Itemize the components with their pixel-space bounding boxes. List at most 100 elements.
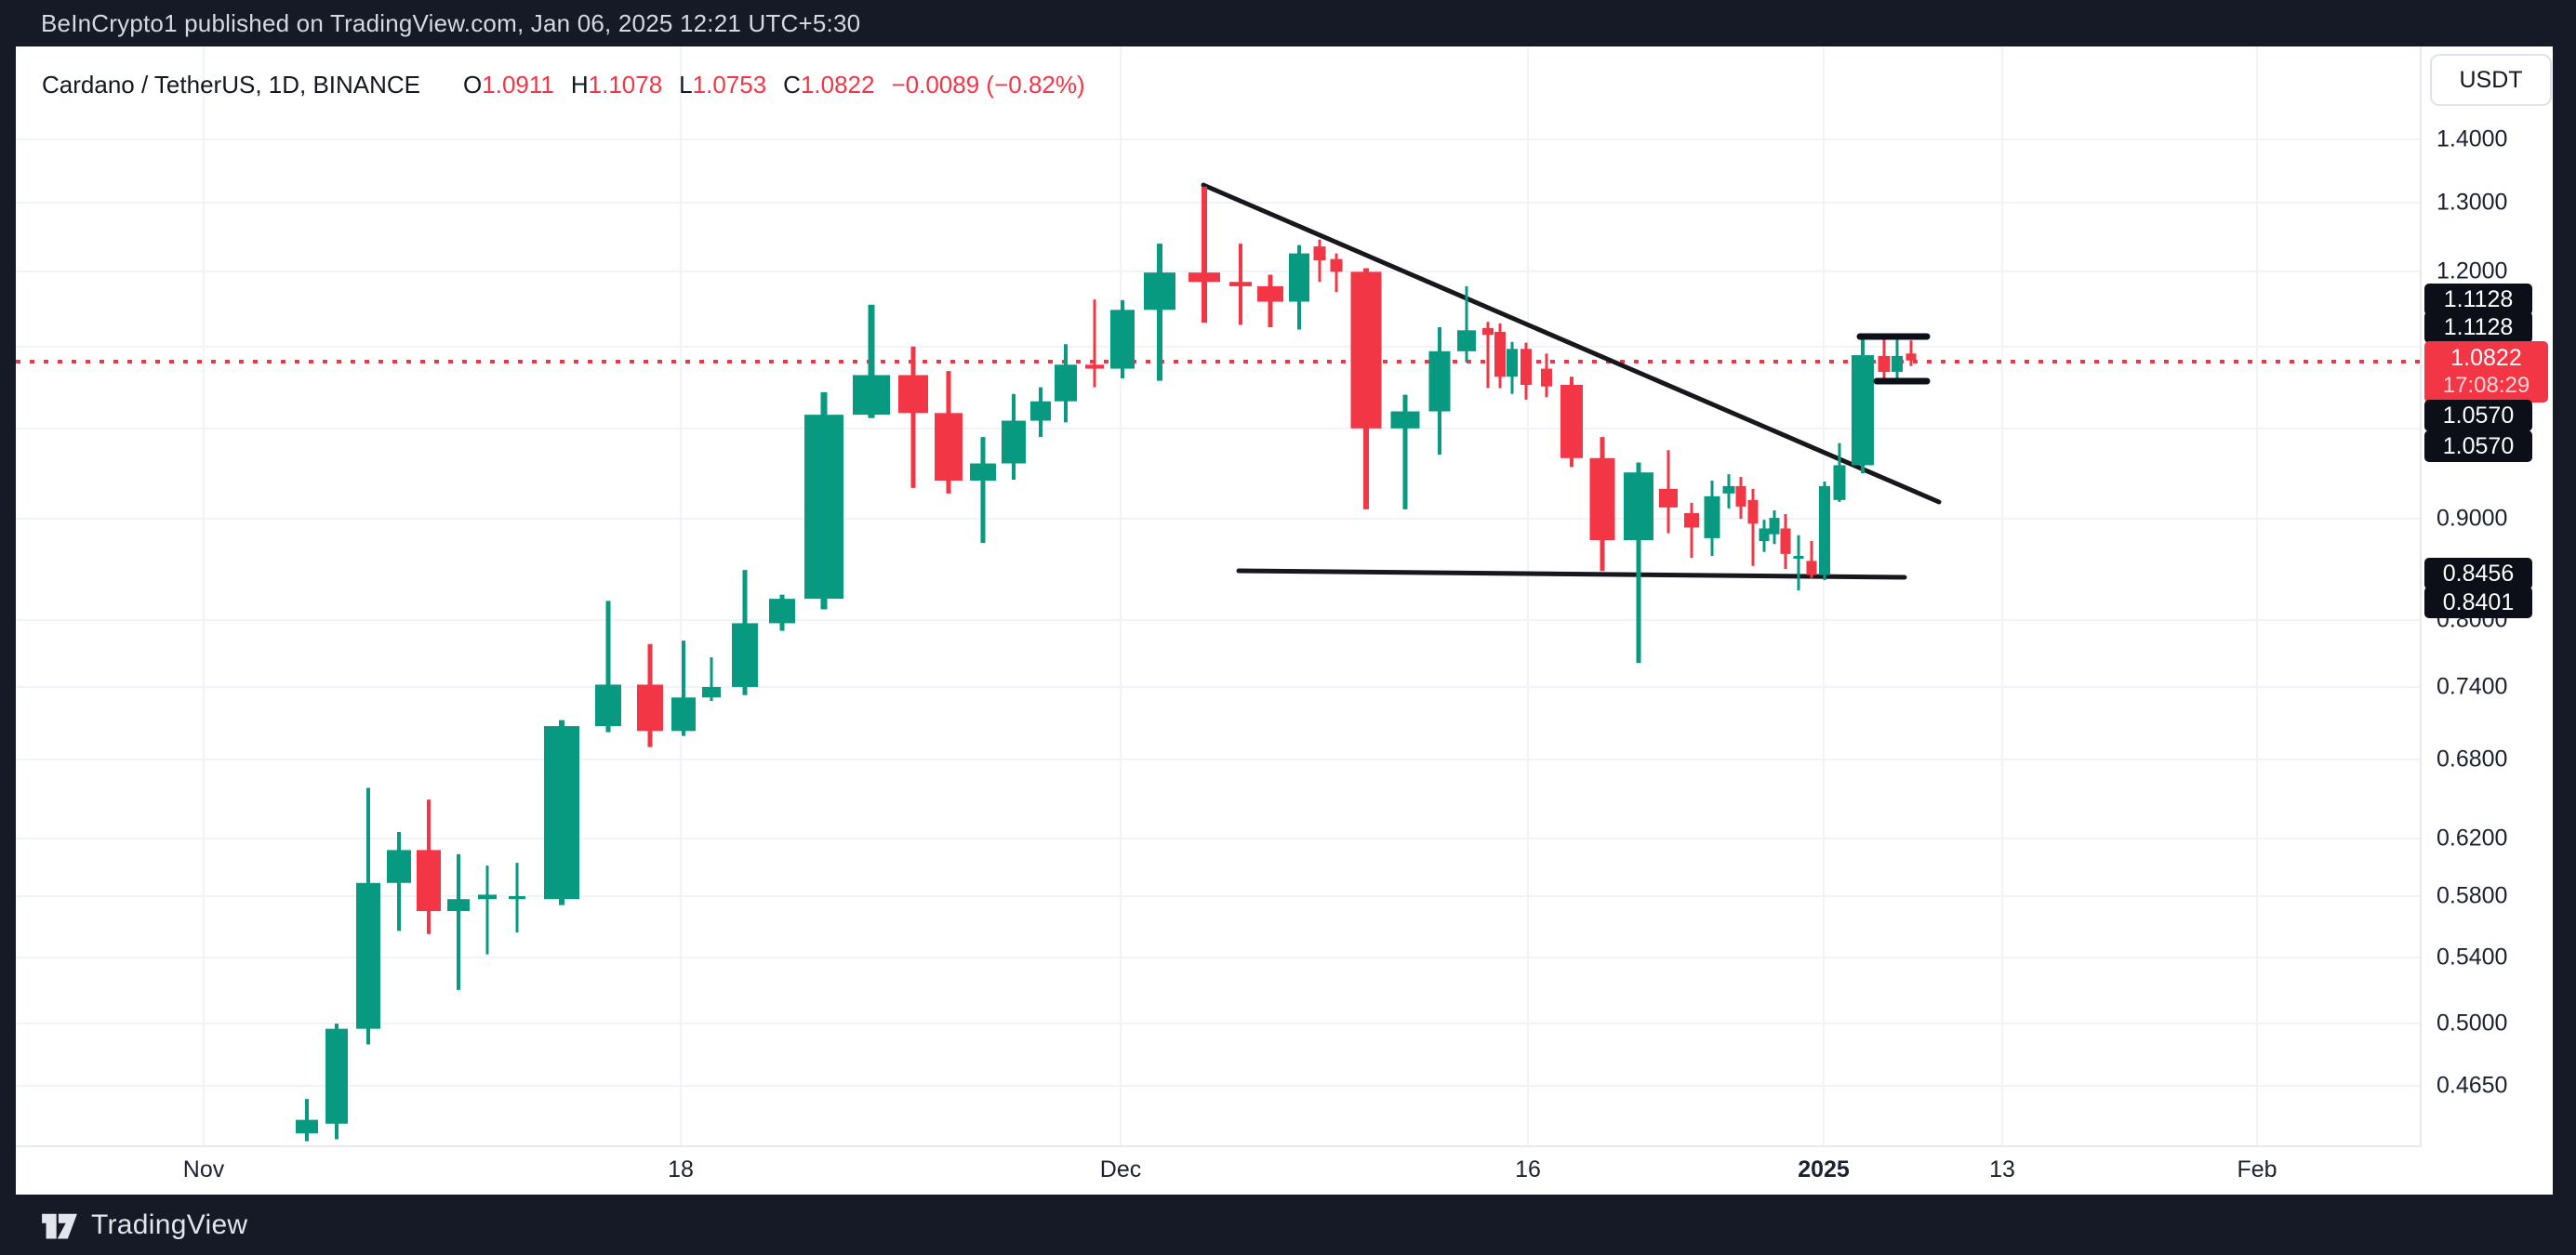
time-axis[interactable]: Nov 18 Dec 16 2025 13 Feb xyxy=(16,1145,2422,1196)
level-price-badge: 1.1128 xyxy=(2424,284,2532,315)
candle[interactable] xyxy=(1229,282,1252,286)
candle[interactable] xyxy=(1055,364,1077,402)
candle[interactable] xyxy=(1110,310,1135,369)
chart-panel: Cardano / TetherUS, 1D, BINANCE O1.0911 H1… xyxy=(16,46,2553,1195)
candle[interactable] xyxy=(1589,457,1615,541)
candle[interactable] xyxy=(1806,561,1817,575)
level-price-badge: 1.0570 xyxy=(2424,430,2532,462)
candle[interactable] xyxy=(1507,349,1518,377)
price-tick-label: 1.4000 xyxy=(2437,126,2508,152)
candle[interactable] xyxy=(970,463,996,481)
last-price-badge: 1.0822 17:08:29 xyxy=(2424,341,2548,403)
candle[interactable] xyxy=(387,850,411,883)
candle[interactable] xyxy=(1350,271,1382,429)
candle[interactable] xyxy=(1684,513,1699,528)
time-tick-label: 18 xyxy=(668,1156,694,1182)
candle[interactable] xyxy=(1722,485,1735,494)
time-tick-label: Dec xyxy=(1099,1156,1142,1182)
candle[interactable] xyxy=(1188,272,1220,283)
price-tick-label: 0.6200 xyxy=(2437,825,2508,852)
candle[interactable] xyxy=(1313,246,1326,261)
candle[interactable] xyxy=(1085,364,1104,369)
level-price-badge: 0.8401 xyxy=(2424,587,2532,618)
candle[interactable] xyxy=(1390,411,1420,429)
title-bar: BeInCrypto1 published on TradingView.com… xyxy=(0,0,2576,46)
candle[interactable] xyxy=(1747,499,1759,524)
candle[interactable] xyxy=(1289,253,1309,302)
candle[interactable] xyxy=(1892,355,1903,373)
price-chart-canvas[interactable] xyxy=(16,46,2422,1145)
candle[interactable] xyxy=(1428,350,1451,412)
candle[interactable] xyxy=(1819,485,1830,575)
candle[interactable] xyxy=(1002,420,1026,464)
candle[interactable] xyxy=(1144,272,1175,310)
candle[interactable] xyxy=(1457,330,1476,351)
price-tick-label: 0.5000 xyxy=(2437,1010,2508,1037)
candle[interactable] xyxy=(732,623,758,687)
candle[interactable] xyxy=(853,375,890,416)
symbol-title[interactable]: Cardano / TetherUS, 1D, BINANCE xyxy=(42,71,421,99)
candle[interactable] xyxy=(637,684,663,732)
candle[interactable] xyxy=(1659,488,1678,508)
candle[interactable] xyxy=(447,899,470,912)
time-tick-label: 16 xyxy=(1515,1156,1541,1182)
quote-currency-button[interactable]: USDT xyxy=(2430,54,2552,106)
candle[interactable] xyxy=(1494,331,1506,377)
candle[interactable] xyxy=(1541,368,1552,387)
candle[interactable] xyxy=(296,1119,318,1134)
price-tick-label: 0.6800 xyxy=(2437,746,2508,773)
candle[interactable] xyxy=(325,1028,348,1124)
price-tick-label: 0.5800 xyxy=(2437,882,2508,909)
time-tick-label: Feb xyxy=(2237,1156,2277,1182)
high-value: 1.1078 xyxy=(588,71,663,99)
candle[interactable] xyxy=(1520,349,1532,385)
price-axis[interactable]: 1.4000 1.3000 1.2000 0.9000 0.8000 0.7400 0.68… xyxy=(2422,46,2553,1145)
horizontal-support-trendline[interactable] xyxy=(1236,568,1907,580)
low-value: 1.0753 xyxy=(692,71,767,99)
high-label: H xyxy=(570,71,589,99)
level-price-badge: 1.0570 xyxy=(2424,400,2532,431)
candle[interactable] xyxy=(544,726,579,900)
candle[interactable] xyxy=(1878,355,1891,373)
low-label: L xyxy=(679,71,693,99)
candle[interactable] xyxy=(935,413,963,481)
candle[interactable] xyxy=(1735,485,1746,507)
close-value: 1.0822 xyxy=(800,71,875,99)
candle[interactable] xyxy=(1852,355,1874,466)
candle[interactable] xyxy=(1624,472,1653,541)
candle[interactable] xyxy=(671,697,696,732)
candle[interactable] xyxy=(1704,495,1720,538)
time-tick-label: 2025 xyxy=(1798,1156,1850,1182)
candle[interactable] xyxy=(1793,555,1804,559)
candle[interactable] xyxy=(509,896,525,900)
candle[interactable] xyxy=(898,375,928,414)
open-label: O xyxy=(463,71,483,99)
candle[interactable] xyxy=(1759,528,1770,542)
time-tick-label: Nov xyxy=(182,1156,225,1182)
candle[interactable] xyxy=(1833,465,1846,500)
candle[interactable] xyxy=(1257,285,1283,302)
candle[interactable] xyxy=(702,686,721,698)
open-value: 1.0911 xyxy=(482,71,554,99)
candle[interactable] xyxy=(1482,327,1494,336)
tradingview-link[interactable]: TradingView xyxy=(41,1207,247,1244)
candle[interactable] xyxy=(356,882,380,1029)
candle[interactable] xyxy=(595,684,621,727)
descending-resistance-trendline[interactable] xyxy=(1201,182,1942,505)
change-value: −0.0089 (−0.82%) xyxy=(891,71,1085,99)
candle[interactable] xyxy=(1769,518,1780,535)
candle[interactable] xyxy=(769,599,795,624)
publish-caption: BeInCrypto1 published on TradingView.com… xyxy=(41,8,861,37)
tradingview-logo-icon xyxy=(42,1213,77,1238)
candle[interactable] xyxy=(1330,258,1343,272)
candle[interactable] xyxy=(417,850,441,912)
candle[interactable] xyxy=(804,415,843,600)
candle[interactable] xyxy=(1905,353,1917,361)
candle[interactable] xyxy=(478,894,497,900)
candle[interactable] xyxy=(1560,384,1583,458)
close-label: C xyxy=(783,71,801,99)
candle[interactable] xyxy=(1030,401,1051,421)
candle[interactable] xyxy=(1780,528,1791,554)
footer-bar: TradingView xyxy=(0,1195,2576,1255)
